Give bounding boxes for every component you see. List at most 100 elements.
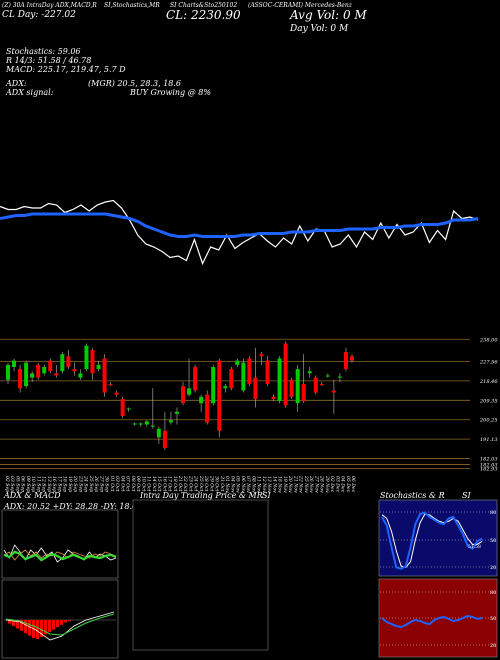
- date-axis-label: 21 Oct: [177, 475, 183, 492]
- candle-body: [84, 345, 89, 370]
- candle-body: [78, 373, 83, 378]
- candle-body: [72, 369, 77, 372]
- candle-body: [193, 366, 198, 391]
- macd-bar: [52, 620, 55, 630]
- date-axis-label: 11 Sep: [35, 476, 41, 492]
- date-axis-label: 04 Nov: [229, 476, 235, 493]
- date-axis-label: 23 Sep: [77, 475, 83, 492]
- candle-body: [114, 392, 119, 395]
- date-axis-label: 06 Dec: [350, 476, 356, 493]
- rsi-level-label: 20: [490, 643, 496, 649]
- date-axis-label: 01 Oct: [109, 476, 115, 492]
- candle-body: [295, 369, 300, 404]
- candle-body: [36, 364, 41, 378]
- macd-bar: [40, 620, 43, 637]
- candle-body: [126, 408, 131, 410]
- date-axis-label: 09 Sep: [25, 476, 31, 492]
- macd-line: [5, 611, 115, 641]
- header-cl-day: CL Day: -227.02: [2, 10, 76, 20]
- stoch-k-line: [381, 511, 483, 570]
- candle-body: [223, 386, 228, 389]
- rsi-level-label: 80: [490, 590, 496, 596]
- date-axis-label: 18 Oct: [172, 476, 178, 492]
- candle-body: [102, 358, 107, 393]
- price-axis-label: 218.46: [479, 379, 498, 385]
- macd-panel: [1, 579, 119, 659]
- price-axis-label: 200.25: [479, 418, 498, 424]
- header-title-d: (ASSOC-CERAMI) Mercedes-Benz: [248, 2, 352, 9]
- date-axis-label: 01 Nov: [224, 476, 230, 493]
- candle-body: [66, 356, 71, 367]
- candle-body: [96, 364, 101, 370]
- macd-bar: [20, 620, 23, 631]
- header-cl-label: CL: 2230.90: [166, 8, 241, 22]
- header-r-line: R 14/3: 51.58 / 46.78: [6, 56, 92, 65]
- date-axis-label: 19 Nov: [282, 476, 288, 493]
- candle-body: [343, 352, 348, 370]
- date-axis-label: 17 Oct: [167, 476, 173, 492]
- candle-body: [253, 377, 258, 399]
- price-line: [0, 199, 479, 266]
- candle-body: [150, 425, 155, 427]
- moving-average-line: [0, 212, 479, 238]
- date-axis-label: 08 Nov: [250, 476, 256, 493]
- price-axis-label: 191.13: [480, 437, 498, 443]
- date-axis-label: 11 Oct: [146, 476, 152, 492]
- date-axis-label: 10 Oct: [140, 476, 146, 492]
- candle-body: [168, 420, 173, 423]
- macd-bar: [64, 620, 67, 623]
- stoch-level-label: 50: [490, 538, 496, 544]
- candle-body: [271, 396, 276, 399]
- candle-body: [217, 360, 222, 431]
- stoch-current-label: 51.58: [468, 544, 481, 550]
- date-axis-label: 25 Oct: [198, 475, 204, 492]
- header-avg-vol: Avg Vol: 0 M: [290, 8, 367, 22]
- macd-bar: [48, 620, 51, 632]
- adx-green-line: [3, 550, 117, 562]
- rsi-level-label: 50: [490, 616, 496, 622]
- date-axis-label: 25 Sep: [88, 475, 94, 492]
- macd-bar: [44, 620, 47, 635]
- stoch-level-label: 80: [490, 510, 496, 516]
- date-axis-label: 23 Oct: [187, 475, 193, 492]
- candle-body: [241, 362, 246, 391]
- date-axis-label: 20 Nov: [287, 475, 293, 493]
- date-axis-label: 22 Nov: [298, 475, 304, 493]
- candle-body: [90, 349, 95, 374]
- macd-bar: [16, 620, 19, 629]
- candle-body: [12, 360, 17, 367]
- header-day-vol: Day Vol: 0 M: [290, 24, 349, 34]
- macd-bar: [12, 620, 15, 626]
- candle-body: [313, 377, 318, 393]
- candle-body: [301, 384, 306, 402]
- macd-bar: [28, 620, 31, 636]
- date-axis-label: 03 Sep: [9, 476, 15, 492]
- date-axis-label: 07 Nov: [245, 476, 251, 493]
- header-stoch: Stochastics: 59.06: [6, 47, 81, 56]
- price-axis-label: 209.35: [479, 398, 498, 404]
- date-axis-label: 13 Nov: [266, 476, 272, 493]
- date-axis-label: 04 Oct: [119, 476, 125, 492]
- date-axis-label: 30 Oct: [214, 476, 220, 492]
- price-axis-label: 182.03: [480, 457, 498, 463]
- date-axis-label: 14 Oct: [151, 476, 157, 492]
- candle-body: [350, 356, 354, 361]
- candle-body: [325, 375, 330, 377]
- adx-panel-title: ADX & MACD: [4, 491, 61, 500]
- candle-body: [54, 373, 59, 376]
- adx-readout: ADX: 20.52 +DY: 28.28 -DY: 18.65: [4, 502, 143, 511]
- macd-bar: [56, 620, 59, 628]
- candle-body: [156, 428, 161, 438]
- candle-body: [138, 423, 143, 425]
- candle-body: [6, 364, 10, 380]
- date-axis-label: 24 Oct: [193, 475, 199, 492]
- candle-body: [199, 396, 204, 404]
- candle-body: [307, 371, 312, 374]
- date-axis-label: 24 Sep: [83, 475, 89, 492]
- date-axis-label: 05 Nov: [235, 476, 241, 493]
- date-axis-label: 13 Sep: [46, 476, 52, 492]
- price-axis-label: 182.93: [480, 467, 498, 473]
- date-axis-label: 06 Sep: [20, 476, 26, 492]
- date-axis-label: 19 Sep: [67, 476, 73, 492]
- header-title-b: SI,Stochastics,MR: [104, 2, 160, 9]
